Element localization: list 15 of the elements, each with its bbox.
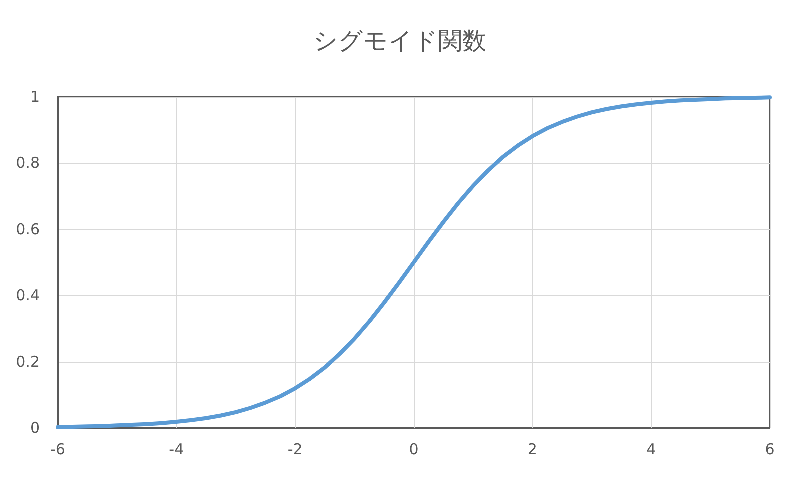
x-tick-label: -2	[288, 440, 303, 458]
x-tick-label: -6	[50, 440, 66, 458]
y-tick-label: 1	[30, 88, 40, 106]
y-tick-label: 0.8	[16, 154, 40, 172]
x-tick-label: 2	[528, 440, 538, 458]
x-tick-label: 0	[409, 440, 419, 458]
line-series	[56, 96, 772, 430]
x-tick-label: 4	[646, 440, 656, 458]
y-tick-label: 0	[30, 419, 40, 437]
y-tick-label: 0.4	[16, 286, 40, 305]
x-tick-label: 6	[765, 440, 775, 458]
chart-title: シグモイド関数	[314, 27, 486, 55]
y-tick-label: 0.6	[16, 220, 40, 238]
x-tick-label: -4	[169, 440, 184, 458]
y-tick-label: 0.2	[16, 352, 40, 371]
